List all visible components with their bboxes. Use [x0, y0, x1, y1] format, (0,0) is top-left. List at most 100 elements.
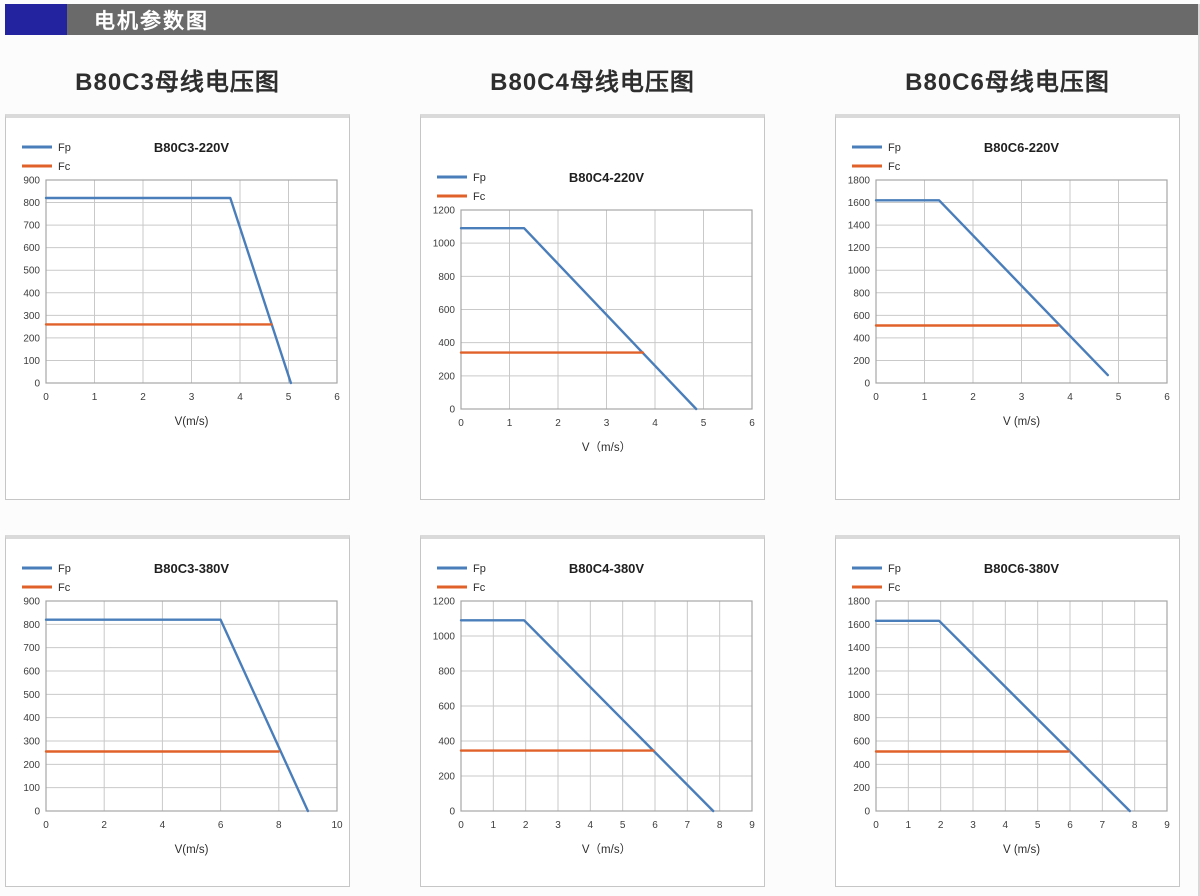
svg-text:4: 4: [160, 820, 166, 831]
section-heading-b80c4: B80C4母线电压图: [490, 69, 695, 96]
svg-text:400: 400: [853, 760, 870, 771]
x-axis-label: V(m/s): [175, 416, 209, 428]
svg-text:200: 200: [438, 772, 455, 783]
document-page: 电机参数图 B80C3母线电压图 B80C4母线电压图 B80C6母线电压图 0…: [0, 4, 1200, 896]
svg-text:600: 600: [438, 305, 455, 316]
svg-text:9: 9: [749, 820, 755, 831]
page-title: 电机参数图: [94, 9, 209, 33]
svg-text:3: 3: [1019, 392, 1025, 403]
chart-title: B80C4-220V: [569, 170, 644, 185]
svg-text:100: 100: [23, 783, 40, 794]
svg-text:100: 100: [23, 356, 40, 367]
gridlines: [45, 179, 338, 384]
svg-text:1600: 1600: [848, 620, 871, 631]
chart-b80c3-380v: 0 100 200 300 400 500 600 700 800 900 0 2 4 6 8 10 V(m/s…: [22, 561, 343, 856]
svg-text:400: 400: [23, 713, 40, 724]
svg-text:0: 0: [34, 379, 40, 390]
legend-label-fp: Fp: [888, 563, 901, 575]
legend-label-fc: Fc: [473, 191, 486, 203]
svg-text:0: 0: [449, 807, 455, 818]
svg-text:6: 6: [1164, 392, 1170, 403]
legend-label-fp: Fp: [888, 142, 901, 154]
header-accent-block: [5, 4, 67, 35]
svg-text:3: 3: [604, 418, 610, 429]
svg-text:400: 400: [438, 338, 455, 349]
svg-text:600: 600: [23, 667, 40, 678]
svg-text:500: 500: [23, 266, 40, 277]
y-axis-ticks: 0 200 400 600 800 1000 1200 1400 1600 1800: [848, 597, 871, 818]
x-axis-ticks: 0 1 2 3 4 5 6 7 8 9: [873, 820, 1170, 831]
svg-text:900: 900: [23, 176, 40, 187]
svg-text:600: 600: [438, 702, 455, 713]
svg-text:400: 400: [853, 333, 870, 344]
chart-title: B80C4-380V: [569, 561, 644, 576]
svg-text:800: 800: [23, 198, 40, 209]
section-heading-b80c3: B80C3母线电压图: [75, 69, 280, 96]
svg-text:200: 200: [23, 760, 40, 771]
svg-text:3: 3: [970, 820, 976, 831]
svg-text:0: 0: [873, 392, 879, 403]
chart-b80c4-380v: 0 200 400 600 800 1000 1200 0 1 2 3 4 5 6 7 8 9 V（m/s） B80…: [433, 561, 755, 856]
gridlines: [875, 179, 1168, 384]
series-fp-line: [874, 199, 1109, 377]
svg-text:1200: 1200: [848, 667, 871, 678]
svg-text:0: 0: [864, 807, 870, 818]
plot-border: [460, 600, 753, 812]
svg-text:600: 600: [23, 243, 40, 254]
gridlines: [875, 600, 1168, 812]
svg-text:800: 800: [853, 288, 870, 299]
plot-border: [875, 179, 1168, 384]
svg-text:3: 3: [555, 820, 561, 831]
svg-text:1000: 1000: [848, 266, 871, 277]
svg-text:5: 5: [701, 418, 707, 429]
y-axis-ticks: 0 200 400 600 800 1000 1200: [433, 597, 456, 818]
legend-label-fc: Fc: [58, 582, 71, 594]
svg-text:200: 200: [23, 333, 40, 344]
svg-text:0: 0: [43, 392, 49, 403]
svg-text:400: 400: [438, 737, 455, 748]
svg-text:800: 800: [853, 713, 870, 724]
y-axis-ticks: 0 100 200 300 400 500 600 700 800 900: [23, 597, 40, 818]
svg-text:2: 2: [970, 392, 976, 403]
svg-text:400: 400: [23, 288, 40, 299]
svg-text:5: 5: [1116, 392, 1122, 403]
series-fp-line: [44, 196, 293, 385]
svg-text:1: 1: [922, 392, 928, 403]
legend-label-fp: Fp: [58, 563, 71, 575]
series-fp-line: [459, 619, 715, 813]
svg-text:6: 6: [1067, 820, 1073, 831]
x-axis-ticks: 0 1 2 3 4 5 6: [458, 418, 755, 429]
svg-text:5: 5: [1035, 820, 1041, 831]
svg-text:2: 2: [938, 820, 944, 831]
svg-text:200: 200: [438, 371, 455, 382]
x-axis-label: V(m/s): [175, 844, 209, 856]
chart-title: B80C3-220V: [154, 140, 229, 155]
svg-text:0: 0: [43, 820, 49, 831]
y-axis-ticks: 0 100 200 300 400 500 600 700 800 900: [23, 176, 40, 390]
svg-text:1400: 1400: [848, 221, 871, 232]
chart-b80c3-220v: 0 100 200 300 400 500 600 700 800 900 0 1 2 3 4 5 6 V(m/s…: [22, 140, 340, 428]
svg-text:1: 1: [507, 418, 513, 429]
y-axis-ticks: 0 200 400 600 800 1000 1200: [433, 206, 456, 416]
chart-panel-b80c4-220v: 0 200 400 600 800 1000 1200 0 1 2 3 4 5 6 V（m/s） B80C4-…: [420, 114, 765, 500]
svg-text:700: 700: [23, 643, 40, 654]
x-axis-label: V（m/s）: [582, 441, 631, 454]
plot-border: [875, 600, 1168, 812]
svg-text:900: 900: [23, 597, 40, 608]
plot-border: [460, 209, 753, 410]
legend-label-fc: Fc: [888, 161, 901, 173]
svg-text:7: 7: [1100, 820, 1106, 831]
legend-label-fc: Fc: [58, 161, 71, 173]
svg-text:1200: 1200: [848, 243, 871, 254]
gridlines: [460, 600, 753, 812]
legend-label-fc: Fc: [888, 582, 901, 594]
svg-text:5: 5: [286, 392, 292, 403]
svg-text:0: 0: [458, 418, 464, 429]
gridlines: [460, 209, 753, 410]
svg-text:5: 5: [620, 820, 626, 831]
svg-text:4: 4: [652, 418, 658, 429]
svg-text:0: 0: [34, 807, 40, 818]
svg-text:0: 0: [873, 820, 879, 831]
legend-label-fc: Fc: [473, 582, 486, 594]
svg-text:1400: 1400: [848, 643, 871, 654]
